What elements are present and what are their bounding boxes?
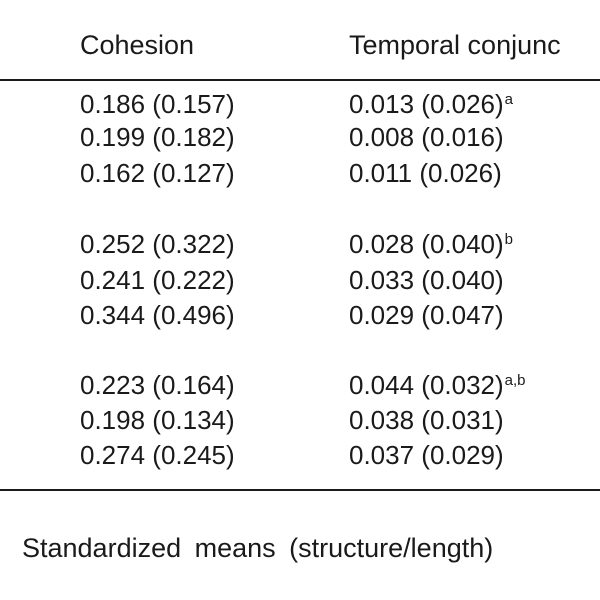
temporal-cell: 0.028 (0.040)b xyxy=(349,229,514,259)
cohesion-cell: 0.241 (0.222) xyxy=(80,265,235,295)
temporal-cell: 0.038 (0.031) xyxy=(349,405,504,435)
table-note: Standardized means (structure/length) xyxy=(22,533,494,563)
footnote-mark: b xyxy=(504,231,514,248)
column-header-cohesion: Cohesion xyxy=(80,30,195,60)
temporal-cell: 0.029 (0.047) xyxy=(349,300,504,330)
temporal-cell: 0.011 (0.026) xyxy=(349,158,502,188)
column-header-temporal-conjunction: Temporal conjunc xyxy=(349,30,561,60)
table-top-rule xyxy=(0,79,600,81)
cohesion-cell: 0.198 (0.134) xyxy=(80,405,235,435)
footnote-mark: a,b xyxy=(504,372,526,389)
temporal-cell: 0.008 (0.016) xyxy=(349,122,504,152)
cohesion-cell: 0.252 (0.322) xyxy=(80,229,235,259)
cohesion-cell: 0.162 (0.127) xyxy=(80,158,235,188)
cohesion-cell: 0.199 (0.182) xyxy=(80,122,235,152)
temporal-cell: 0.044 (0.032)a,b xyxy=(349,370,526,400)
temporal-cell: 0.033 (0.040) xyxy=(349,265,504,295)
cohesion-cell: 0.223 (0.164) xyxy=(80,370,235,400)
temporal-cell: 0.037 (0.029) xyxy=(349,440,504,470)
cohesion-cell: 0.274 (0.245) xyxy=(80,440,235,470)
table-bottom-rule xyxy=(0,489,600,491)
cohesion-cell: 0.186 (0.157) xyxy=(80,89,235,119)
temporal-cell: 0.013 (0.026)a xyxy=(349,89,514,119)
cohesion-cell: 0.344 (0.496) xyxy=(80,300,235,330)
footnote-mark: a xyxy=(504,91,514,108)
